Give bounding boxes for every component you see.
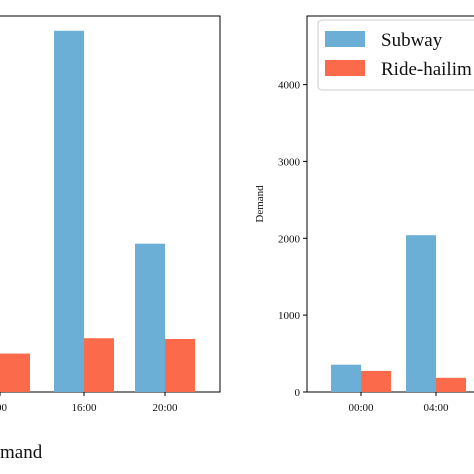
y-tick-label: 1000 [278, 310, 301, 322]
legend-label-ride-hailing: Ride-hailim [381, 59, 472, 80]
right-y-axis-title: Demand [254, 185, 266, 223]
bar-subway-0400 [406, 235, 436, 392]
x-tick-label: 04:00 [423, 402, 449, 414]
right-x-ticks: 00:00 04:00 [348, 392, 449, 414]
right-y-ticks: 0 1000 2000 3000 4000 [278, 80, 307, 399]
bar-ride-hailing-1600 [84, 338, 114, 392]
caption-fragment: mand [0, 442, 43, 463]
bar-ride-hailing-2000 [165, 339, 195, 392]
y-tick-label: 0 [295, 387, 301, 399]
bar-subway-2000 [135, 243, 165, 392]
x-tick-label: :00 [0, 402, 8, 414]
legend-label-subway: Subway [381, 30, 443, 51]
x-tick-label: 16:00 [71, 402, 97, 414]
x-tick-label: 00:00 [348, 402, 374, 414]
right-bars [331, 235, 466, 392]
bar-ride-hailing-1200 [0, 353, 30, 392]
legend-swatch-subway [325, 31, 365, 47]
legend-swatch-ride-hailing [325, 60, 365, 76]
left-x-ticks: :00 16:00 20:00 [0, 392, 178, 414]
bar-ride-hailing-0000 [361, 370, 391, 392]
left-axes-frame [0, 15, 221, 393]
bar-subway-1600 [54, 30, 84, 393]
left-bars [0, 30, 195, 393]
y-tick-label: 4000 [278, 80, 301, 92]
legend: Subway Ride-hailim [317, 19, 474, 91]
y-tick-label: 2000 [278, 233, 301, 245]
bar-ride-hailing-0400 [436, 377, 466, 392]
bar-subway-0000 [331, 364, 361, 392]
x-tick-label: 20:00 [152, 402, 178, 414]
y-tick-label: 3000 [278, 156, 301, 168]
